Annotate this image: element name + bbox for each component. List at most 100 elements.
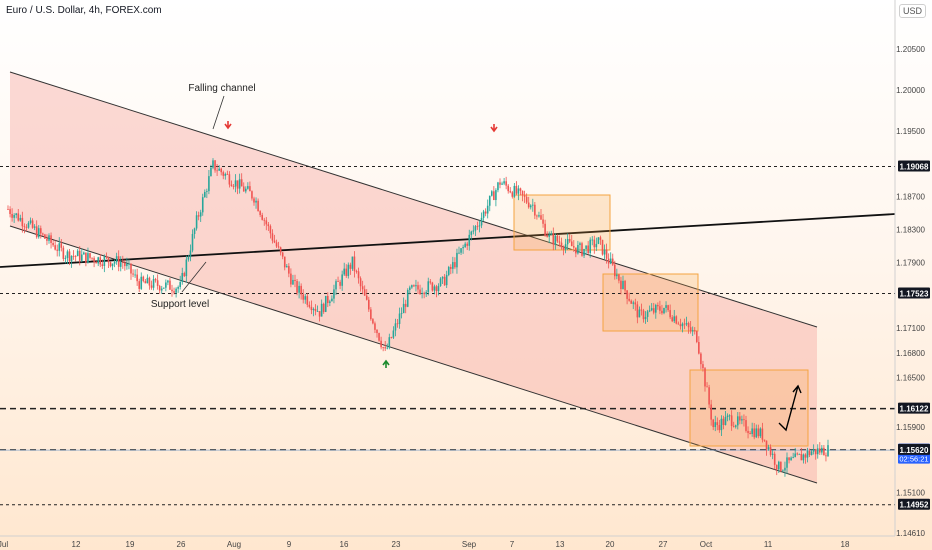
candle-body [716, 422, 719, 426]
candle-body [421, 292, 423, 294]
candle-body [597, 237, 600, 244]
candle-body [398, 313, 401, 324]
candle-body [511, 192, 514, 197]
candle-body [300, 285, 302, 295]
candle-body [396, 323, 399, 325]
candle-body [788, 457, 790, 461]
candle-body [130, 263, 132, 274]
candle-body [681, 323, 684, 327]
candle-body [515, 185, 518, 194]
candle-body [808, 450, 811, 456]
candle-body [324, 295, 327, 312]
x-tick-label: 7 [510, 540, 515, 549]
candle-body [599, 237, 602, 240]
candle-body [242, 186, 245, 192]
candle-body [158, 285, 161, 291]
candle-body [283, 256, 286, 268]
candle-body [759, 428, 762, 437]
candle-body [702, 364, 704, 369]
candle-body [212, 160, 214, 168]
candle-body [11, 214, 13, 218]
candle-body [384, 347, 386, 349]
candle-body [706, 386, 708, 388]
candle-body [652, 308, 655, 313]
price-label-value: 1.19068 [900, 162, 929, 171]
candle-body [247, 186, 249, 189]
candle-body [251, 191, 253, 199]
candle-body [591, 239, 594, 241]
candle-body [197, 215, 200, 217]
down-arrow-marker [224, 121, 232, 130]
candle-body [365, 295, 368, 300]
currency-badge[interactable]: USD [898, 4, 926, 18]
candle-body [499, 182, 501, 185]
candle-body [122, 262, 124, 263]
candle-body [214, 160, 216, 171]
candle-body [33, 226, 36, 228]
candle-body [439, 278, 442, 286]
candle-body [386, 347, 389, 349]
candle-body [747, 430, 749, 433]
candle-body [673, 316, 676, 322]
candle-body [103, 256, 106, 266]
candle-body [739, 416, 741, 421]
candle-body [35, 226, 38, 238]
candle-body [286, 266, 288, 268]
candle-body [46, 238, 48, 241]
candle-body [179, 282, 181, 288]
candle-body [259, 211, 261, 215]
candle-body [146, 277, 149, 284]
candle-body [111, 263, 114, 267]
candle-body [7, 209, 9, 210]
candle-body [322, 303, 325, 312]
candle-body [372, 319, 374, 324]
projection-arrow [778, 385, 799, 432]
candle-body [589, 239, 591, 253]
candle-body [40, 228, 42, 234]
candle-body [124, 262, 126, 267]
candle-body [821, 447, 823, 453]
candle-body [402, 303, 405, 314]
candle-body [64, 257, 67, 259]
candle-body [388, 337, 391, 348]
candle-body [634, 302, 637, 305]
candle-body [370, 309, 372, 320]
candle-body [413, 285, 415, 287]
candle-body [523, 195, 526, 197]
candle-body [570, 241, 573, 247]
candle-body [83, 252, 85, 255]
candle-body [425, 292, 427, 295]
x-tick-label: Sep [462, 540, 477, 549]
candle-body [636, 304, 639, 318]
candle-body [657, 305, 659, 307]
candle-body [648, 310, 651, 312]
candle-body [87, 253, 89, 263]
candle-body [794, 453, 796, 458]
candle-body [560, 242, 563, 248]
candle-body [17, 213, 20, 221]
candle-body [784, 467, 786, 471]
candle-body [575, 247, 577, 254]
candle-body [148, 277, 151, 286]
price-label-badge [898, 443, 930, 455]
chart-title: Euro / U.S. Dollar, 4h, FOREX.com [6, 5, 162, 16]
candle-body [773, 453, 776, 465]
candle-body [691, 330, 694, 332]
candle-body [275, 242, 278, 247]
candle-body [525, 196, 528, 203]
candle-body [257, 200, 259, 212]
candle-body [107, 257, 110, 263]
candle-body [97, 257, 99, 264]
candle-body [261, 214, 263, 220]
candle-body [210, 167, 212, 177]
candle-body [144, 281, 147, 284]
candle-body [355, 271, 358, 272]
candle-body [745, 420, 747, 431]
candle-body [411, 285, 413, 288]
candle-body [296, 280, 298, 293]
candle-body [558, 241, 561, 243]
candle-body [382, 347, 384, 349]
y-tick-label: 1.17100 [896, 324, 925, 333]
